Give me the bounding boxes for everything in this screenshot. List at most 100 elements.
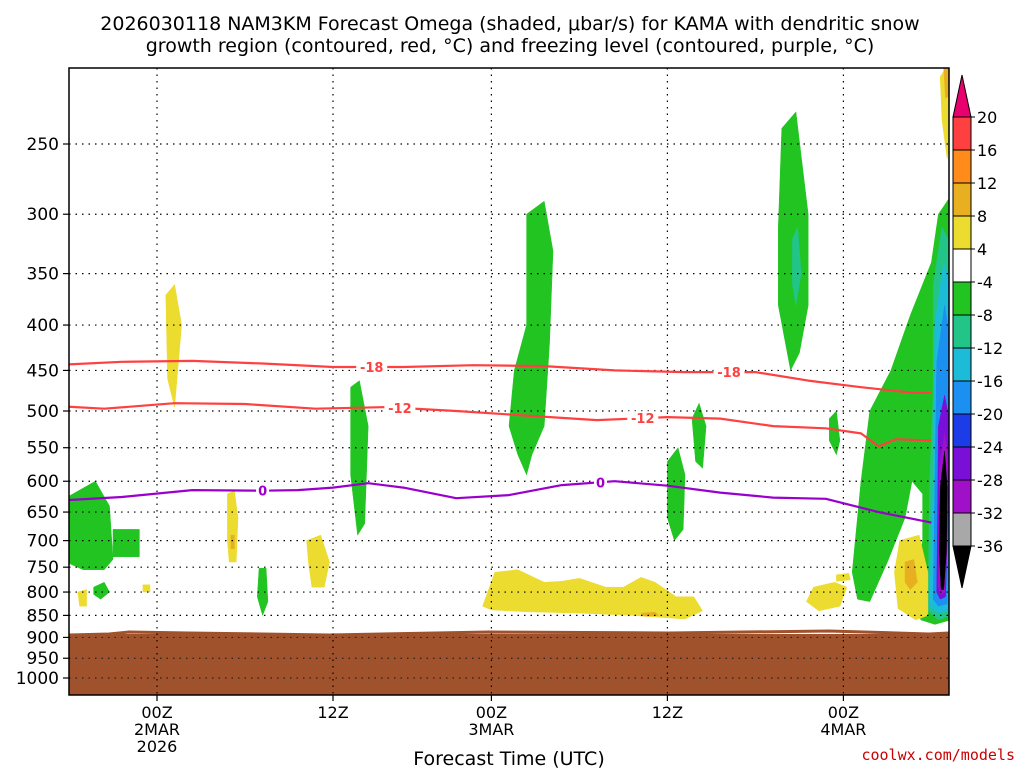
omega-region: [230, 534, 235, 550]
contour-freezing-level: [69, 480, 932, 524]
contour-label-bg: [384, 400, 416, 415]
x-tick-label: 3MAR: [468, 720, 514, 739]
colorbar-swatch: [952, 116, 972, 151]
omega-region: [939, 450, 948, 590]
plot-frame: [68, 67, 950, 696]
colorbar-swatch: [952, 149, 972, 184]
ground-edge: [69, 629, 949, 637]
x-tick-label: 4MAR: [820, 720, 866, 739]
y-tick-label: 400: [27, 316, 59, 336]
contour-label: -18: [360, 361, 384, 376]
colorbar-label: -20: [977, 405, 1003, 424]
colorbar-legend: 20 16 12 8 4 -4 -8 -12 -16 -20 -24 -28 -32 -36: [952, 74, 1003, 589]
contour-label: 0: [258, 485, 267, 500]
omega-region: [667, 447, 686, 541]
contour-label-bg: [713, 365, 745, 380]
y-tick-label: 300: [27, 205, 59, 225]
y-tick-label: 700: [27, 532, 59, 552]
y-tick-label: 550: [27, 439, 59, 459]
colorbar-swatch: [952, 182, 972, 217]
contour-label: -18: [717, 366, 741, 381]
contour-label-bg: [594, 475, 608, 490]
colorbar-label: -8: [977, 306, 993, 325]
contour-dendritic-lower: [69, 402, 932, 448]
omega-region: [142, 584, 151, 593]
omega-region: [112, 529, 140, 558]
omega-region: [508, 200, 554, 476]
y-tick-label: 350: [27, 265, 59, 285]
contour-dendritic-upper: [69, 359, 932, 394]
y-tick-label: 950: [27, 649, 59, 669]
colorbar-label: -36: [977, 537, 1003, 556]
y-tick-label: 900: [27, 628, 59, 648]
x-tick-label: 00Z: [476, 703, 507, 722]
colorbar-swatch: [952, 248, 972, 283]
omega-region: [227, 490, 239, 563]
y-axis: 2503003504004505005506006507007508008509…: [16, 135, 69, 689]
y-tick-label: 250: [27, 135, 59, 155]
x-tick-label: 00Z: [141, 703, 172, 722]
colorbar-label: 16: [977, 141, 997, 160]
colorbar-label: -28: [977, 471, 1003, 490]
plot-area: -18 -18 -12 -12 0 0: [68, 67, 950, 696]
colorbar-label: 20: [977, 108, 997, 127]
colorbar-label: -4: [977, 273, 993, 292]
omega-region: [806, 582, 848, 612]
omega-region: [792, 226, 802, 306]
colorbar-bottom-arrow: [952, 545, 972, 589]
omega-region: [93, 582, 110, 600]
ground-fill: [69, 633, 949, 695]
colorbar-swatch: [952, 413, 972, 448]
y-tick-label: 1000: [16, 669, 59, 689]
omega-region: [77, 589, 87, 607]
contour-label: -12: [388, 402, 412, 417]
colorbar-label: 4: [977, 240, 987, 259]
colorbar-label: -32: [977, 504, 1003, 523]
colorbar-swatch: [952, 281, 972, 316]
contour-label: 0: [596, 476, 605, 491]
y-tick-label: 450: [27, 361, 59, 381]
contour-label: -12: [631, 412, 655, 427]
y-tick-label: 500: [27, 402, 59, 422]
chart-title-line1: 2026030118 NAM3KM Forecast Omega (shaded…: [100, 13, 919, 35]
colorbar-swatch: [952, 380, 972, 415]
omega-region: [691, 402, 707, 469]
colorbar-swatch: [952, 446, 972, 481]
colorbar-label: 12: [977, 174, 997, 193]
omega-region: [482, 569, 703, 620]
omega-region: [350, 380, 369, 536]
omega-region: [306, 534, 330, 588]
x-tick-label: 00Z: [828, 703, 859, 722]
colorbar-label: -12: [977, 339, 1003, 358]
colorbar-swatch: [952, 314, 972, 349]
colorbar-label: -16: [977, 372, 1003, 391]
chart-title-line2: growth region (contoured, red, °C) and f…: [146, 35, 875, 57]
y-tick-label: 800: [27, 583, 59, 603]
credit-text: coolwx.com/models: [861, 746, 1015, 764]
colorbar-label: 8: [977, 207, 987, 226]
y-tick-label: 650: [27, 503, 59, 523]
colorbar-swatch: [952, 215, 972, 250]
contour-label-bg: [627, 411, 659, 426]
x-tick-label: 12Z: [317, 703, 348, 722]
y-tick-label: 600: [27, 472, 59, 492]
omega-region: [851, 198, 949, 625]
omega-region: [943, 68, 949, 99]
x-tick-label: 2MAR: [134, 720, 180, 739]
colorbar-swatch: [952, 479, 972, 514]
y-tick-label: 750: [27, 558, 59, 578]
y-tick-label: 850: [27, 606, 59, 626]
omega-region: [640, 611, 659, 617]
x-axis-label: Forecast Time (UTC): [413, 748, 604, 768]
contour-label-bg: [256, 483, 270, 498]
contours: -18 -18 -12 -12 0 0: [69, 359, 932, 524]
colorbar-top-arrow: [952, 74, 972, 118]
omega-shading: [69, 68, 949, 637]
colorbar-swatch: [952, 512, 972, 547]
omega-region: [836, 573, 851, 582]
colorbar-swatch: [952, 347, 972, 382]
grid-lines: [69, 68, 949, 695]
omega-region: [165, 284, 182, 408]
